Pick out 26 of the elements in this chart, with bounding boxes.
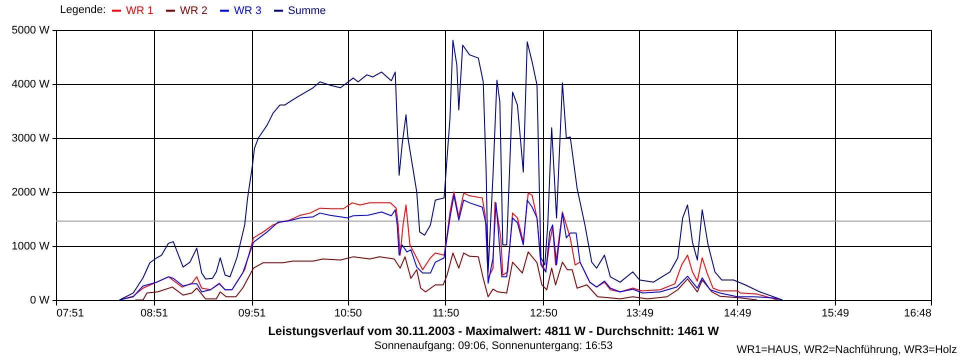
line-series xyxy=(119,40,783,300)
x-tick-label: 12:50 xyxy=(530,308,558,320)
y-tick-label: 5000 W xyxy=(12,24,50,36)
y-tick-label: 1000 W xyxy=(12,240,50,252)
text: WR1=HAUS, WR2=Nachführung, WR3=Holz xyxy=(736,344,957,356)
text: Sonnenaufgang: 09:06, Sonnenuntergang: 16:53 xyxy=(374,340,613,352)
x-tick-label: 14:49 xyxy=(724,308,752,320)
y-tick-label: 0 W xyxy=(30,294,50,306)
y-tick-label: 3000 W xyxy=(12,132,50,144)
y-tick-label: 2000 W xyxy=(12,186,50,198)
x-tick-label: 09:51 xyxy=(238,308,266,320)
line-series xyxy=(134,251,758,300)
x-tick-label: 16:48 xyxy=(904,308,932,320)
x-tick-label: 13:49 xyxy=(626,308,654,320)
y-tick-label: 4000 W xyxy=(12,78,50,90)
text: Leistungsverlauf vom 30.11.2003 - Maximalwert: 4811 W - Durchschnitt: 1461 W xyxy=(268,324,720,338)
x-tick-label: 15:49 xyxy=(822,308,850,320)
legend-label: WR 1 xyxy=(126,4,154,17)
legend-label: Summe xyxy=(288,4,326,17)
x-tick-label: 07:51 xyxy=(56,308,84,320)
legend-label: WR 2 xyxy=(180,4,208,17)
x-tick-label: 10:50 xyxy=(334,308,362,320)
x-tick-label: 11:50 xyxy=(432,308,460,320)
x-tick-label: 08:51 xyxy=(140,308,168,320)
legend-label: WR 3 xyxy=(234,4,262,17)
legend-title: Legende: xyxy=(60,4,106,16)
